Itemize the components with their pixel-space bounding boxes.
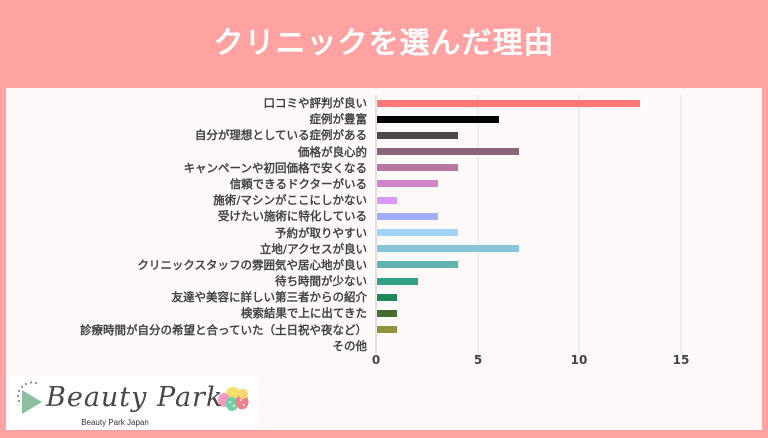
bar-row: その他 (6, 338, 762, 354)
category-label: 信頼できるドクターがいる (229, 176, 367, 191)
play-triangle-icon (22, 390, 42, 414)
bar (377, 115, 499, 123)
bar-rows: 口コミや評判が良い 症例が豊富 自分が理想としている症例がある 価格が良心的 キ… (6, 95, 762, 354)
bar (377, 293, 398, 301)
category-label: 診療時間が自分の希望と合っていた（土日祝や夜など） (80, 322, 367, 337)
brand-logo: Beauty Park Beauty Park Japan (10, 376, 258, 430)
logo-subtitle: Beauty Park Japan (81, 418, 149, 427)
bar-row: 受けたい施術に特化している (6, 208, 762, 224)
category-label: 施術/マシンがここにしかない (213, 193, 367, 208)
category-label: 立地/アクセスが良い (259, 241, 367, 256)
bar (377, 148, 519, 156)
bar-row: 信頼できるドクターがいる (6, 176, 762, 192)
y-axis-line (375, 95, 377, 354)
category-label: 検索結果で上に出てきた (240, 306, 367, 321)
logo-name: Beauty Park (46, 382, 224, 413)
category-label: 待ち時間が少ない (275, 274, 367, 289)
x-tick-label: 10 (570, 353, 588, 367)
category-label: 友達や美容に詳しい第三者からの紹介 (171, 290, 368, 305)
gridline-10 (578, 95, 580, 354)
chart-title: クリニックを選んだ理由 (213, 26, 555, 61)
category-label: 自分が理想としている症例がある (194, 128, 367, 143)
x-tick-label: 15 (672, 353, 690, 367)
bar (377, 229, 459, 236)
gridline-15 (680, 95, 682, 354)
bar (377, 261, 459, 269)
bar (377, 326, 398, 334)
category-label: 価格が良心的 (298, 144, 367, 159)
category-label: 口コミや評判が良い (263, 96, 368, 110)
bar-row: 友達や美容に詳しい第三者からの紹介 (6, 289, 762, 305)
bar (377, 212, 438, 220)
bar (377, 99, 641, 107)
bar-row: 価格が良心的 (6, 144, 762, 160)
bar-row: 立地/アクセスが良い (6, 241, 762, 257)
bar-row: 検索結果で上に出てきた (6, 305, 762, 321)
chart-panel: 口コミや評判が良い 症例が豊富 自分が理想としている症例がある 価格が良心的 キ… (6, 88, 762, 430)
bar (377, 131, 459, 139)
bar (377, 245, 519, 253)
bar-row: 待ち時間が少ない (6, 273, 762, 289)
gridline-5 (477, 95, 479, 354)
bar (377, 309, 398, 317)
bar-row: クリニックスタッフの雰囲気や居心地が良い (6, 257, 762, 273)
bar-row: 施術/マシンがここにしかない (6, 192, 762, 208)
category-label: 予約が取りやすい (275, 225, 367, 240)
bar (377, 277, 418, 285)
eggs-icon (218, 387, 249, 411)
bar (377, 196, 398, 204)
category-label: クリニックスタッフの雰囲気や居心地が良い (137, 257, 367, 272)
bar-row: 予約が取りやすい (6, 225, 762, 241)
bar (377, 180, 438, 188)
category-label: キャンペーンや初回価格で安くなる (183, 160, 367, 175)
bar-row: 診療時間が自分の希望と合っていた（土日祝や夜など） (6, 322, 762, 338)
logo-graphics (17, 381, 249, 414)
x-tick-label: 5 (473, 353, 483, 367)
category-label: 受けたい施術に特化している (217, 209, 367, 224)
bar-row: 自分が理想としている症例がある (6, 127, 762, 143)
x-tick-label: 0 (371, 353, 381, 367)
bar-row: 口コミや評判が良い (6, 95, 762, 111)
dotted-arc-icon (17, 381, 37, 402)
category-label: 症例が豊富 (309, 112, 368, 127)
bar-row: 症例が豊富 (6, 111, 762, 127)
plot-area: 口コミや評判が良い 症例が豊富 自分が理想としている症例がある 価格が良心的 キ… (6, 88, 762, 388)
bar-row: キャンペーンや初回価格で安くなる (6, 160, 762, 176)
category-label: その他 (332, 338, 368, 353)
bar (377, 164, 459, 172)
